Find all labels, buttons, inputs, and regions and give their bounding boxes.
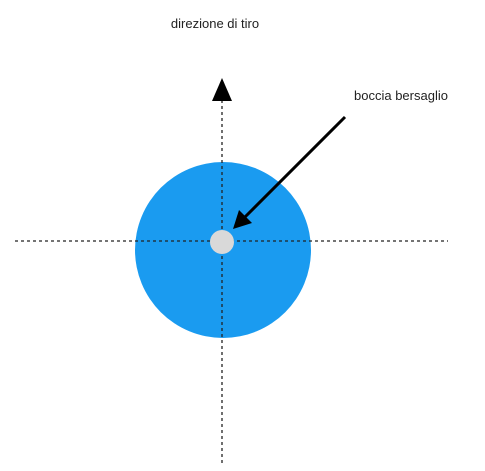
target-ball (210, 230, 234, 254)
pointer-line (241, 115, 347, 221)
target-label: boccia bersaglio (354, 88, 448, 103)
direction-arrowhead (212, 78, 232, 101)
pointer-arrowhead (233, 210, 252, 229)
direction-label: direzione di tiro (171, 16, 259, 31)
